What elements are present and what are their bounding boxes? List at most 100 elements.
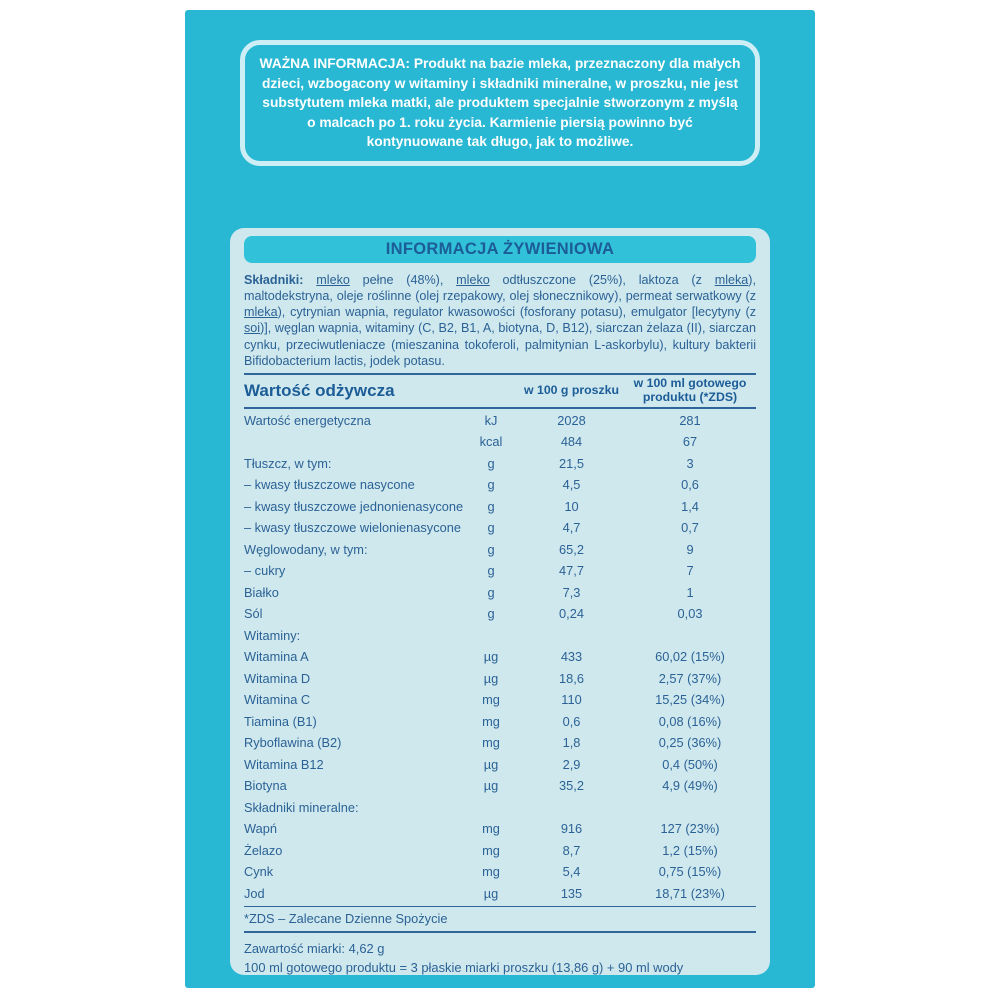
- table-cell-per100ml: 1,4: [681, 498, 699, 514]
- ingredients-text: mleko pełne (48%), mleko odtłuszczone (2…: [244, 273, 756, 368]
- table-cell-label: Węglowodany, w tym:: [244, 541, 368, 557]
- table-cell-per100g: 916: [560, 821, 583, 837]
- table-header: Wartość odżywcza w 100 g proszku w 100 m…: [244, 375, 756, 407]
- table-cell-unit: g: [487, 584, 495, 600]
- table-cell-per100g: 0,6: [562, 713, 581, 729]
- table-cell-label: Składniki mineralne:: [244, 799, 359, 815]
- footnote-zds: *ZDS – Zalecane Dzienne Spożycie: [244, 911, 448, 927]
- table-cell-unit: mg: [482, 842, 500, 858]
- table-cell-per100g: 5,4: [562, 864, 581, 880]
- table-header-nutrition: Wartość odżywcza: [244, 380, 395, 400]
- table-row: Witamina B12 µg 2,9 0,4 (50%): [244, 753, 756, 775]
- table-cell-per100ml: 0,6: [681, 477, 699, 493]
- ingredient-text: odtłuszczone (25%), laktoza (z: [489, 272, 715, 287]
- table-cell-label: Żelazo: [244, 842, 283, 858]
- table-cell-per100g: 433: [560, 649, 583, 665]
- table-row: Biotyna µg 35,2 4,9 (49%): [244, 775, 756, 797]
- allergen-underlined: mleko: [316, 272, 350, 287]
- table-cell-label: Witamina A: [244, 649, 309, 665]
- table-cell-per100g: 110: [561, 692, 582, 708]
- allergen-underlined: mleka: [244, 305, 278, 320]
- table-cell-per100g: 135: [560, 885, 583, 901]
- divider-below-header: [244, 407, 756, 410]
- scoop-content-line: Zawartość miarki: 4,62 g: [244, 940, 385, 956]
- table-cell-per100ml: 2,57 (37%): [658, 670, 722, 686]
- table-cell-per100g: 18,6: [559, 670, 584, 686]
- table-row: Cynk mg 5,4 0,75 (15%): [244, 861, 756, 883]
- table-cell-unit: g: [487, 520, 495, 536]
- table-row: Ryboflawina (B2) mg 1,8 0,25 (36%): [244, 732, 756, 754]
- table-cell-per100ml: 127 (23%): [660, 821, 720, 837]
- table-row: Węglowodany, w tym: g 65,2 9: [244, 538, 756, 560]
- table-cell-label: – kwasy tłuszczowe jednonienasycone: [244, 498, 464, 514]
- table-row: Witamina D µg 18,6 2,57 (37%): [244, 667, 756, 689]
- table-cell-per100ml: 281: [679, 412, 701, 428]
- table-cell-unit: µg: [483, 778, 499, 794]
- table-cell-unit: mg: [482, 735, 500, 751]
- table-cell-per100ml: 3: [686, 455, 694, 471]
- table-header-per100ml: w 100 ml gotowego produktu (*ZDS): [633, 376, 747, 404]
- table-cell-per100ml: 18,71 (23%): [655, 885, 725, 901]
- preparation-info: Zawartość miarki: 4,62 g 100 ml gotowego…: [244, 939, 756, 975]
- table-row: Wapń mg 916 127 (23%): [244, 818, 756, 840]
- table-cell-per100ml: 0,03: [677, 606, 703, 622]
- panel-title: INFORMACJA ŻYWIENIOWA: [385, 239, 615, 258]
- nutrition-table-body: Wartość energetyczna kJ 2028 281 kcal 484 67 Tł…: [244, 409, 756, 904]
- ingredient-text: )], węglan wapnia, witaminy (C, B2, B1, …: [244, 321, 756, 368]
- table-cell-label: Tłuszcz, w tym:: [244, 455, 332, 471]
- table-row: Białko g 7,3 1: [244, 581, 756, 603]
- table-cell-per100g: 4,5: [562, 477, 581, 493]
- table-cell-per100g: 484: [560, 434, 583, 450]
- table-cell-unit: g: [487, 498, 495, 514]
- table-cell-label: Wapń: [244, 821, 277, 837]
- table-cell-unit: mg: [482, 821, 500, 837]
- table-cell-label: Białko: [244, 584, 279, 600]
- table-cell-unit: kJ: [484, 412, 498, 428]
- table-row: Sól g 0,24 0,03: [244, 603, 756, 625]
- table-cell-per100g: 8,7: [562, 842, 581, 858]
- table-cell-label: – kwasy tłuszczowe wielonienasycone: [244, 520, 461, 536]
- divider-below-footnote: [244, 931, 756, 933]
- table-cell-label: Sól: [244, 606, 263, 622]
- table-cell-unit: µg: [483, 885, 499, 901]
- table-cell-unit: mg: [482, 864, 500, 880]
- table-cell-unit: µg: [483, 756, 499, 772]
- table-row: kcal 484 67: [244, 431, 756, 453]
- table-cell-unit: mg: [482, 713, 500, 729]
- table-row: Wartość energetyczna kJ 2028 281: [244, 409, 756, 431]
- allergen-underlined: mleka: [714, 272, 749, 287]
- table-header-per100g: w 100 g proszku: [524, 383, 619, 398]
- table-cell-per100g: 7,3: [562, 584, 581, 600]
- table-cell-per100g: 35,2: [559, 778, 584, 794]
- table-cell-label: Witamina B12: [244, 756, 324, 772]
- table-cell-per100ml: 15,25 (34%): [655, 692, 725, 708]
- table-cell-unit: µg: [483, 649, 499, 665]
- table-cell-per100g: 2,9: [562, 756, 581, 772]
- table-cell-label: Witamina D: [244, 670, 311, 686]
- table-cell-per100ml: 67: [682, 434, 698, 450]
- table-cell-per100ml: 0,7: [681, 520, 699, 536]
- table-row: Witamina A µg 433 60,02 (15%): [244, 646, 756, 668]
- ingredient-text: ), maltodekstryna, oleje roślinne (olej …: [244, 272, 756, 303]
- table-cell-unit: g: [487, 541, 495, 557]
- table-cell-label: Jod: [244, 885, 265, 901]
- table-cell-label: Ryboflawina (B2): [244, 735, 342, 751]
- table-row: Jod µg 135 18,71 (23%): [244, 882, 756, 904]
- table-cell-unit: µg: [483, 670, 499, 686]
- table-cell-per100g: 4,7: [562, 520, 581, 536]
- table-cell-label: Tiamina (B1): [244, 713, 317, 729]
- table-cell-unit: kcal: [479, 434, 503, 450]
- table-cell-label: – kwasy tłuszczowe nasycone: [244, 477, 415, 493]
- table-cell-label: – cukry: [244, 563, 286, 579]
- table-cell-per100ml: 1: [686, 584, 694, 600]
- divider-above-footnote: [244, 905, 756, 908]
- table-cell-unit: g: [487, 563, 495, 579]
- ingredients: Składniki: mleko pełne (48%), mleko odtł…: [244, 272, 756, 370]
- table-cell-unit: g: [487, 606, 495, 622]
- table-row: Witaminy:: [244, 624, 756, 646]
- table-row: Żelazo mg 8,7 1,2 (15%): [244, 839, 756, 861]
- table-cell-per100g: 65,2: [559, 541, 584, 557]
- package-background: WAŻNA INFORMACJA: Produkt na bazie mleka…: [185, 10, 815, 988]
- table-row: – kwasy tłuszczowe jednonienasycone g 10 1,…: [244, 495, 756, 517]
